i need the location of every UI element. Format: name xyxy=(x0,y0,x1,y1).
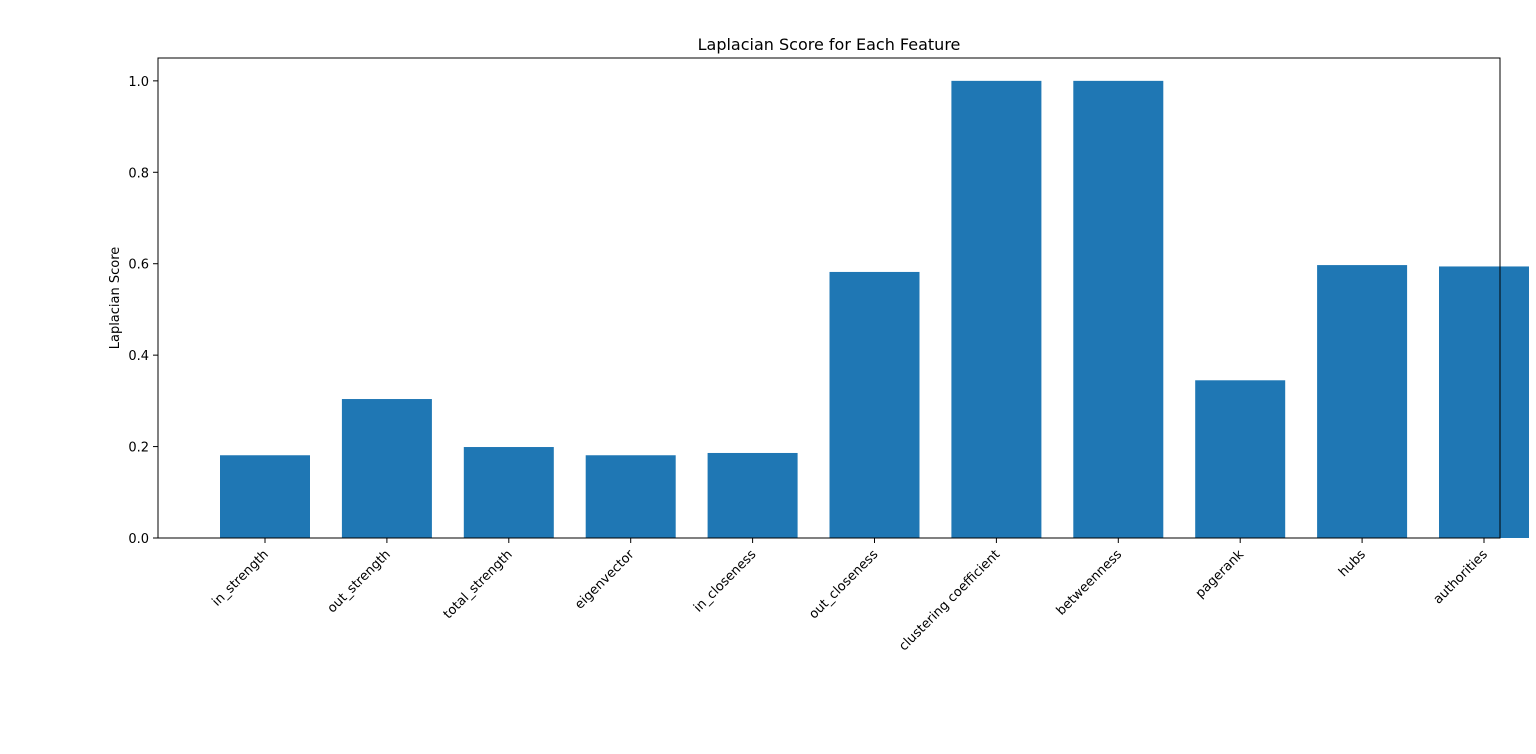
x-tick-label: out_strength xyxy=(325,547,394,616)
bar-in-closeness xyxy=(707,452,798,538)
x-axis: in_strength out_strength total_strength eig… xyxy=(210,538,1491,654)
bar-betweenness xyxy=(1073,80,1164,538)
y-tick-label: 0.4 xyxy=(128,349,149,364)
bar-authorities xyxy=(1439,266,1529,538)
bar-in-strength xyxy=(220,455,310,538)
x-tick-label: pagerank xyxy=(1193,547,1247,601)
x-tick-label: in_closeness xyxy=(691,547,759,615)
bar-out-closeness xyxy=(829,271,920,538)
y-axis: 0.0 0.2 0.4 0.6 0.8 1.0 xyxy=(128,75,158,547)
x-tick-label: in_strength xyxy=(210,547,272,609)
y-tick-label: 1.0 xyxy=(128,75,149,90)
x-tick-label: eigenvector xyxy=(572,547,638,613)
plot-frame xyxy=(157,57,1501,539)
y-tick-label: 0.2 xyxy=(128,441,149,456)
bar-pagerank xyxy=(1195,380,1286,538)
y-tick-label: 0.8 xyxy=(128,166,149,181)
bar-hubs xyxy=(1317,265,1408,538)
bar-total-strength xyxy=(463,447,554,538)
bar-eigenvector xyxy=(585,455,676,538)
y-tick-label: 0.6 xyxy=(128,258,149,273)
x-tick-label: total_strength xyxy=(441,547,516,622)
chart-title: Laplacian Score for Each Feature xyxy=(698,35,961,54)
x-tick-label: authorities xyxy=(1431,547,1491,607)
x-tick-label: out_closeness xyxy=(806,547,881,622)
y-axis-label: Laplacian Score xyxy=(108,247,123,350)
x-tick-label: betweenness xyxy=(1054,547,1126,619)
bar-out-strength xyxy=(341,399,432,538)
bars-group xyxy=(220,80,1529,538)
y-tick-label: 0.0 xyxy=(128,532,149,547)
bar-clustering-coefficient xyxy=(951,80,1042,538)
x-tick-label: clustering coefficient xyxy=(896,547,1003,654)
x-tick-label: hubs xyxy=(1336,547,1369,580)
